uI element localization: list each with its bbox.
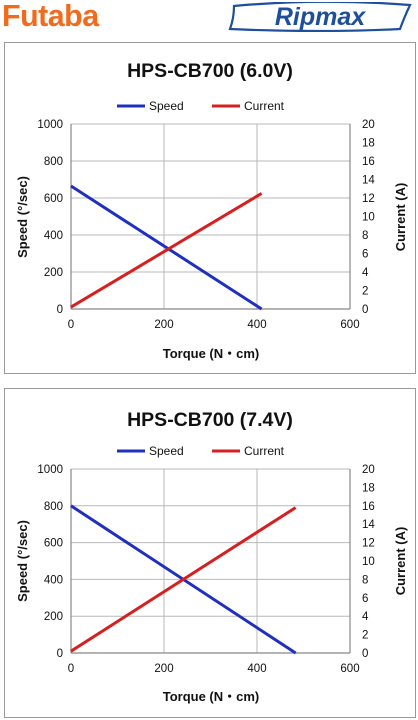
x-tick-label: 0 (68, 663, 74, 675)
chart-6v: HPS-CB700 (6.0V) Speed Current 0 200 400 60… (4, 42, 416, 374)
y-tick-label: 200 (44, 267, 63, 279)
y2-tick-label: 14 (362, 519, 375, 531)
y-tick-label: 0 (57, 648, 63, 660)
y2-tick-label: 0 (362, 304, 368, 316)
y2-tick-label: 20 (362, 464, 375, 476)
y2-tick-label: 4 (362, 611, 369, 623)
legend-speed-label: Speed (149, 444, 184, 458)
y2-tick-label: 18 (362, 482, 375, 494)
y-tick-label: 600 (44, 538, 63, 550)
x-tick-label: 200 (154, 319, 173, 331)
series-lines (70, 504, 297, 655)
legend-current-label: Current (244, 99, 285, 113)
y-tick-label: 400 (44, 230, 63, 242)
y2-tick-label: 12 (362, 193, 375, 205)
y-tick-label: 1000 (37, 464, 63, 476)
y2-tick-label: 0 (362, 648, 368, 660)
series-line-current (70, 506, 297, 653)
plot-grid (70, 468, 351, 654)
y2-tick-label: 14 (362, 175, 375, 187)
chart-7-4v: HPS-CB700 (7.4V) Speed Current 0 200 400 60… (4, 388, 416, 718)
y-tick-label: 0 (57, 304, 63, 316)
chart-title: HPS-CB700 (7.4V) (127, 409, 293, 431)
x-axis-label: Torque (N・cm) (163, 689, 260, 704)
y-tick-label: 800 (44, 501, 63, 513)
y-tick-label: 800 (44, 156, 63, 168)
x-axis-label: Torque (N・cm) (163, 346, 260, 361)
y2-tick-label: 8 (362, 230, 368, 242)
x-tick-label: 400 (247, 663, 266, 675)
y-tick-label: 1000 (37, 119, 63, 131)
y-tick-label: 600 (44, 193, 63, 205)
futaba-logo: Futaba (2, 0, 99, 33)
y2-tick-label: 18 (362, 138, 375, 150)
x-tick-label: 0 (68, 319, 74, 331)
series-line-current (70, 192, 263, 309)
y2-tick-label: 16 (362, 156, 375, 168)
y-tick-label: 400 (44, 574, 63, 586)
y2-tick-label: 2 (362, 286, 368, 298)
y2-tick-label: 10 (362, 212, 375, 224)
x-tick-label: 400 (247, 319, 266, 331)
plot-grid (70, 123, 351, 310)
y2-tick-label: 20 (362, 119, 375, 131)
y2-tick-label: 16 (362, 501, 375, 513)
y-axis-label: Speed (°/sec) (15, 520, 30, 602)
y2-tick-label: 8 (362, 574, 368, 586)
series-lines (70, 184, 263, 311)
x-tick-label: 200 (154, 663, 173, 675)
y2-axis-label: Current (A) (393, 527, 408, 596)
legend: Speed Current (117, 99, 285, 113)
y2-axis-label: Current (A) (393, 183, 408, 252)
y2-tick-label: 6 (362, 249, 368, 261)
series-line-speed (70, 184, 263, 311)
y-tick-label: 200 (44, 611, 63, 623)
y2-tick-label: 2 (362, 630, 368, 642)
ripmax-logo-text: Ripmax (275, 3, 366, 31)
legend-speed-label: Speed (149, 99, 184, 113)
ripmax-logo: Ripmax (228, 2, 412, 32)
y2-tick-label: 4 (362, 267, 369, 279)
legend-current-label: Current (244, 444, 285, 458)
y2-tick-label: 12 (362, 538, 375, 550)
chart-title: HPS-CB700 (6.0V) (127, 60, 293, 82)
brand-header: Futaba Ripmax (0, 0, 418, 36)
y-axis-label: Speed (°/sec) (15, 176, 30, 258)
y2-tick-label: 10 (362, 556, 375, 568)
y2-tick-label: 6 (362, 593, 368, 605)
x-tick-label: 600 (340, 319, 359, 331)
legend: Speed Current (117, 444, 285, 458)
x-tick-label: 600 (340, 663, 359, 675)
